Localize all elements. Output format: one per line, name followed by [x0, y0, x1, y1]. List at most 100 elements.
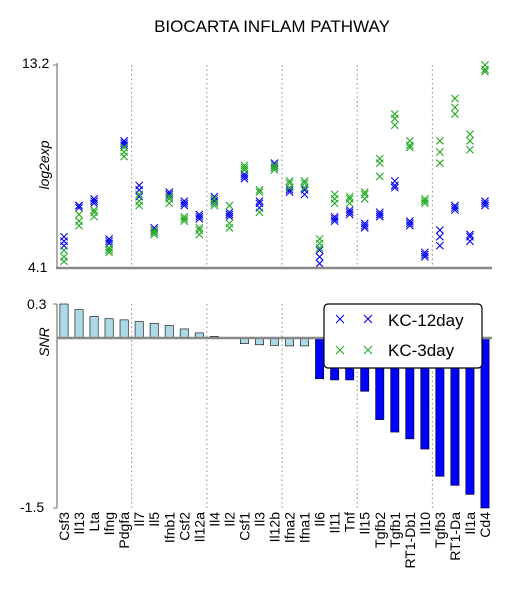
- x-tick-label: Il1a: [462, 512, 478, 535]
- bar-y-tick-min: -1.5: [20, 499, 44, 515]
- scatter-point-kc3: [330, 190, 339, 199]
- bar-y-label: SNR: [36, 327, 52, 357]
- x-tick-labels: Csf3 Il13 Lta Ifng Pdgfa Il7 Il5 Ifnb1 Csf2 Il12a…: [56, 512, 493, 569]
- scatter-point-kc3: [465, 130, 474, 139]
- scatter-point-kc3: [300, 177, 309, 185]
- scatter-point-kc12: [435, 226, 444, 235]
- scatter-point-kc3: [285, 177, 294, 185]
- x-tick-label: Il7: [131, 512, 147, 527]
- x-tick-label: Ifng: [101, 512, 117, 535]
- scatter-point-kc12: [375, 210, 384, 219]
- scatter-axes: [53, 63, 492, 270]
- x-tick-label: RT1-Db1: [402, 512, 418, 569]
- scatter-point-kc3: [150, 226, 159, 235]
- x-tick-label: Csf3: [56, 512, 72, 541]
- scatter-point-kc12: [450, 203, 459, 212]
- scatter-point-kc3: [105, 248, 114, 257]
- scatter-point-kc12: [120, 141, 129, 150]
- scatter-point-kc3: [90, 212, 99, 221]
- x-tick-label: Tgfb3: [432, 512, 448, 548]
- x-tick-label: Il5: [146, 512, 162, 527]
- scatter-point-kc12: [435, 241, 444, 250]
- legend-marker-kc3-x: [363, 345, 373, 355]
- scatter-point-kc3: [345, 199, 354, 208]
- x-tick-label: Pdgfa: [116, 512, 132, 549]
- scatter-point-kc3: [150, 228, 159, 237]
- scatter-point-kc12: [315, 259, 324, 268]
- scatter-point-kc3: [405, 143, 414, 152]
- scatter-point-kc12: [195, 212, 204, 221]
- scatter-point-kc3: [120, 143, 129, 152]
- scatter-point-kc12: [345, 208, 354, 217]
- scatter-point-kc3: [405, 141, 414, 150]
- scatter-point-kc3: [255, 188, 264, 197]
- x-tick-label: Il6: [312, 512, 328, 527]
- x-tick-label: Il12b: [267, 512, 283, 543]
- scatter-point-kc3: [165, 194, 174, 203]
- scatter-point-kc3: [75, 221, 84, 230]
- x-tick-label: Il3: [251, 512, 267, 527]
- scatter-point-kc12: [450, 206, 459, 214]
- scatter-point-kc12: [75, 203, 84, 212]
- x-tick-label: Tgfb2: [372, 512, 388, 548]
- bar: [149, 322, 159, 339]
- scatter-point-kc12: [481, 199, 489, 208]
- y-tick-min: 4.1: [28, 259, 48, 275]
- scatter-point-kc3: [195, 223, 204, 232]
- scatter-point-kc12: [75, 201, 84, 210]
- bar: [164, 325, 174, 339]
- scatter-point-kc3: [195, 226, 204, 235]
- scatter-point-kc3: [315, 235, 324, 243]
- x-tick-label: Csf1: [236, 512, 252, 541]
- x-tick-label: Ifnb1: [161, 512, 177, 543]
- scatter-point-kc3: [420, 197, 429, 206]
- scatter-point-kc3: [135, 190, 144, 199]
- scatter-point-kc12: [330, 212, 339, 221]
- x-tick-label: Il12a: [191, 512, 207, 543]
- scatter-point-kc12: [465, 232, 474, 241]
- x-tick-label: Ifna1: [297, 512, 313, 543]
- bar-series: [59, 303, 490, 509]
- bar: [89, 316, 99, 339]
- scatter-point-kc3: [481, 65, 489, 74]
- legend-marker-kc3-x: [335, 345, 345, 355]
- scatter-grid: [131, 65, 433, 268]
- scatter-point-kc12: [285, 185, 294, 194]
- scatter-point-kc3: [450, 110, 459, 119]
- scatter-point-kc12: [255, 197, 264, 206]
- scatter-point-kc3: [210, 201, 219, 210]
- scatter-point-kc3: [465, 145, 474, 154]
- bar: [179, 328, 189, 339]
- x-tick-label: Cd4: [477, 512, 493, 538]
- scatter-point-kc3: [225, 201, 234, 210]
- scatter-point-kc3: [60, 246, 68, 255]
- bar: [74, 309, 84, 339]
- bar: [59, 303, 69, 339]
- legend-label-kc3: KC-3day: [388, 341, 455, 360]
- scatter-point-kc3: [75, 210, 84, 219]
- legend-marker-kc12-x: [335, 314, 345, 324]
- scatter-point-kc3: [180, 214, 189, 223]
- x-tick-label: Csf2: [176, 512, 192, 541]
- x-tick-label: Tgfb1: [387, 512, 403, 548]
- scatter-point-kc3: [360, 194, 369, 203]
- scatter-point-kc12: [105, 237, 114, 246]
- scatter-point-kc12: [240, 174, 249, 183]
- bar: [119, 319, 129, 339]
- scatter-point-kc12: [465, 230, 474, 239]
- scatter-point-kc3: [255, 208, 264, 217]
- scatter-point-kc12: [315, 246, 324, 255]
- scatter-point-kc3: [435, 136, 444, 145]
- x-tick-label: RT1-Da: [447, 512, 463, 561]
- x-tick-label: Lta: [86, 512, 102, 532]
- scatter-point-kc12: [360, 221, 369, 230]
- scatter-point-kc12: [481, 197, 489, 206]
- scatter-point-kc12: [90, 197, 99, 206]
- scatter-point-kc3: [180, 212, 189, 221]
- scatter-point-kc3: [285, 183, 294, 192]
- bar: [315, 337, 325, 380]
- x-tick-label: Ifna2: [282, 512, 298, 543]
- scatter-point-kc12: [405, 217, 414, 226]
- x-tick-label: Tnf: [342, 512, 358, 532]
- scatter-point-kc12: [405, 219, 414, 228]
